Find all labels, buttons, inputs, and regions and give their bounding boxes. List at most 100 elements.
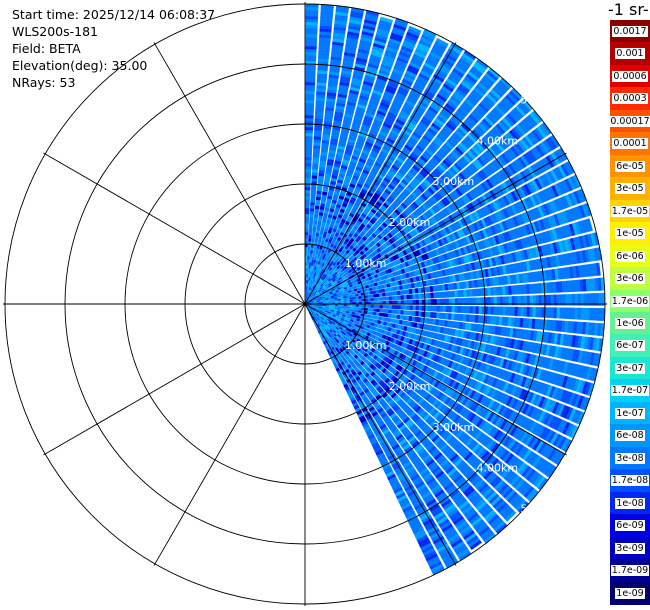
range-gate <box>305 189 311 194</box>
range-gate <box>308 225 313 230</box>
range-gate <box>309 216 314 221</box>
range-gate <box>577 307 582 320</box>
range-gate <box>349 294 353 298</box>
range-gate <box>334 305 339 308</box>
range-gate <box>310 192 316 197</box>
range-gate <box>308 231 313 236</box>
range-gate <box>305 198 310 203</box>
range-gate <box>305 24 318 29</box>
range-gate <box>305 39 318 44</box>
range-gate <box>305 117 314 122</box>
range-gate <box>412 294 417 300</box>
range-gate <box>586 307 591 321</box>
range-gate <box>310 195 316 200</box>
range-gate <box>358 307 363 311</box>
range-gate <box>373 308 378 312</box>
range-gate <box>310 187 317 191</box>
range-gate <box>305 42 317 47</box>
range-gate <box>499 306 504 316</box>
range-gate <box>309 253 313 257</box>
range-gate <box>565 307 570 320</box>
range-gate <box>307 246 311 251</box>
range-gate <box>305 159 312 164</box>
range-gate <box>349 306 354 310</box>
range-gate <box>310 189 317 194</box>
range-gate <box>355 307 360 310</box>
range-gate <box>436 305 441 312</box>
range-gate <box>394 305 399 310</box>
range-gate <box>529 307 534 318</box>
range-gate <box>305 66 316 71</box>
range-gate <box>457 306 462 313</box>
range-gate <box>305 9 319 14</box>
range-gate <box>376 293 380 298</box>
range-gate <box>305 96 315 101</box>
range-gate <box>514 306 519 317</box>
range-gate <box>305 171 312 176</box>
range-gate <box>309 259 312 263</box>
range-gate <box>433 292 438 299</box>
range-gate <box>312 229 317 233</box>
range-gate <box>354 312 359 316</box>
range-gate <box>305 138 313 143</box>
range-gate <box>306 276 308 281</box>
range-gate <box>358 298 363 302</box>
range-gate <box>394 295 399 301</box>
range-gate <box>334 299 339 302</box>
range-gate <box>305 210 310 215</box>
range-gate <box>379 293 383 297</box>
range-gate <box>382 296 387 301</box>
range-gate <box>304 246 308 251</box>
range-gate <box>305 111 314 116</box>
range-gate <box>305 216 310 221</box>
range-gate <box>309 219 314 224</box>
range-gate <box>337 305 342 309</box>
range-gate <box>448 290 453 298</box>
range-gate <box>340 300 345 303</box>
range-gate <box>305 174 311 179</box>
range-gate <box>349 299 354 303</box>
range-gate <box>346 295 350 298</box>
range-gate <box>305 222 309 227</box>
range-gate <box>305 18 318 23</box>
range-gate <box>311 256 315 261</box>
ppi-plot: 1.00km2.00km3.00km4.00km5.00km1.00km2.00… <box>3 2 607 606</box>
range-gate <box>305 177 311 182</box>
range-gate <box>523 306 528 317</box>
range-gate <box>305 165 312 170</box>
range-gate <box>412 305 417 311</box>
range-gate <box>312 226 317 230</box>
range-gate <box>376 297 381 301</box>
range-gate <box>346 306 351 309</box>
range-gate <box>373 297 378 302</box>
range-gate <box>337 304 342 307</box>
range-gate <box>305 72 316 77</box>
range-gate <box>475 306 480 314</box>
range-gate <box>309 213 314 218</box>
range-gate <box>502 306 507 316</box>
range-gate <box>427 292 432 299</box>
range-gate <box>311 178 318 182</box>
range-gate <box>343 300 348 303</box>
range-gate <box>305 237 309 242</box>
range-gate <box>309 210 315 215</box>
range-gate <box>379 304 384 309</box>
range-gate <box>306 261 310 266</box>
range-gate <box>308 262 312 266</box>
range-gate <box>307 271 311 275</box>
range-gate <box>311 172 318 176</box>
range-gate <box>305 129 313 134</box>
range-gate <box>430 305 435 312</box>
range-gate <box>409 310 413 316</box>
range-gate <box>382 292 386 297</box>
range-gate <box>346 299 351 303</box>
range-gate <box>310 201 315 206</box>
range-gate <box>550 307 555 319</box>
range-gate <box>445 291 450 298</box>
range-gate <box>352 304 357 308</box>
range-gate <box>351 311 356 315</box>
range-gate <box>305 81 316 86</box>
range-gate <box>412 310 416 317</box>
range-gate <box>568 307 573 320</box>
range-gate <box>305 135 313 140</box>
